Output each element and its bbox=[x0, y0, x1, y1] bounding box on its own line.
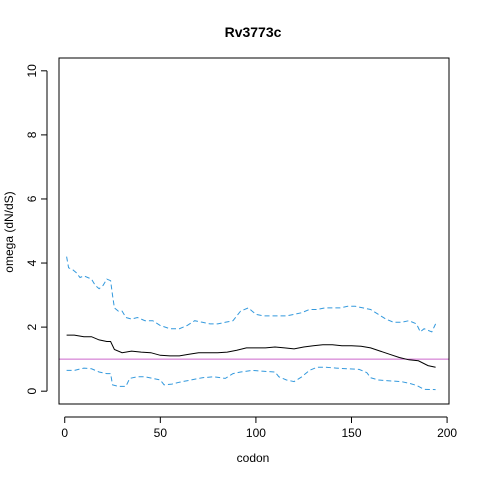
y-tick-label: 2 bbox=[25, 323, 39, 330]
y-tick-label: 8 bbox=[25, 131, 39, 138]
x-tick-label: 0 bbox=[61, 426, 68, 440]
y-axis-label: omega (dN/dS) bbox=[2, 191, 16, 272]
y-tick-label: 4 bbox=[25, 259, 39, 266]
series-line-lower-bound bbox=[66, 366, 436, 391]
x-tick-label: 200 bbox=[437, 426, 457, 440]
x-tick-label: 50 bbox=[154, 426, 168, 440]
plot-frame bbox=[58, 57, 450, 405]
x-axis-label: codon bbox=[237, 451, 270, 465]
x-tick-label: 100 bbox=[246, 426, 266, 440]
y-tick-label: 10 bbox=[25, 64, 39, 78]
y-tick-label: 6 bbox=[25, 195, 39, 202]
x-tick-label: 150 bbox=[341, 426, 361, 440]
y-tick-label: 0 bbox=[25, 388, 39, 395]
chart-title: Rv3773c bbox=[225, 24, 282, 40]
series-line-upper-bound bbox=[66, 256, 437, 333]
series-line-estimate bbox=[66, 334, 436, 368]
